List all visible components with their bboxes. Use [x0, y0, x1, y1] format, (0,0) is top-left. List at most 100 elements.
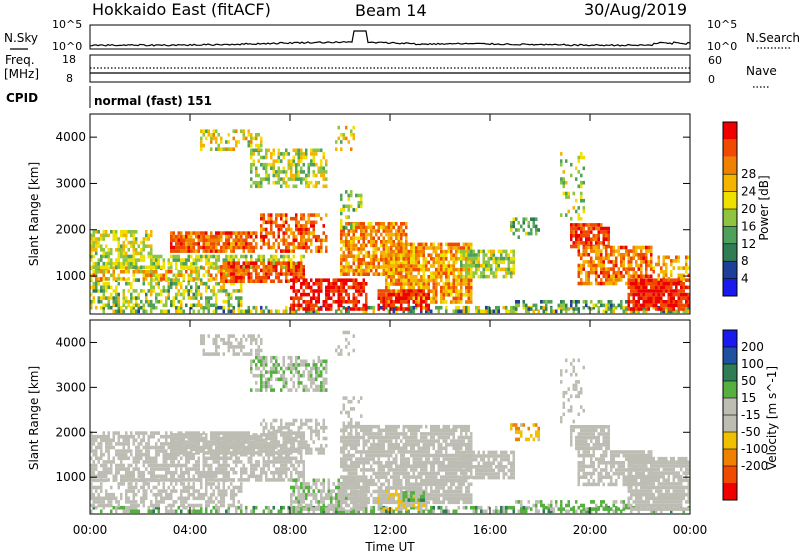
heatmap-cell — [363, 286, 366, 290]
heatmap-cell — [150, 489, 153, 493]
heatmap-cell — [300, 239, 303, 243]
heatmap-cell — [648, 307, 651, 311]
heatmap-cell — [285, 185, 288, 189]
heatmap-cell — [170, 475, 173, 479]
heatmap-cell — [98, 296, 101, 300]
heatmap-cell — [388, 246, 391, 250]
heatmap-cell — [440, 264, 443, 268]
heatmap-cell — [280, 510, 283, 514]
heatmap-cell — [653, 300, 656, 304]
heatmap-cell — [230, 249, 233, 253]
heatmap-cell — [230, 272, 233, 276]
heatmap-cell — [588, 275, 591, 279]
heatmap-cell — [508, 310, 511, 314]
heatmap-cell — [200, 304, 203, 308]
heatmap-cell — [345, 289, 348, 293]
heatmap-cell — [385, 243, 388, 247]
heatmap-cell — [165, 497, 168, 501]
heatmap-cell — [430, 264, 433, 268]
heatmap-cell — [158, 504, 161, 508]
heatmap-cell — [118, 310, 121, 314]
heatmap-cell — [635, 249, 638, 253]
heatmap-cell — [125, 237, 128, 241]
heatmap-cell — [153, 304, 156, 308]
heatmap-cell — [175, 242, 178, 246]
heatmap-cell — [373, 244, 376, 248]
heatmap-cell — [303, 170, 306, 174]
heatmap-cell — [223, 306, 226, 310]
heatmap-cell — [153, 289, 156, 293]
heatmap-cell — [593, 264, 596, 268]
heatmap-cell — [343, 278, 346, 282]
heatmap-cell — [193, 475, 196, 479]
heatmap-cell — [215, 442, 218, 446]
heatmap-cell — [218, 460, 221, 464]
heatmap-cell — [333, 300, 336, 304]
heatmap-cell — [630, 260, 633, 264]
heatmap-cell — [185, 249, 188, 253]
heatmap-cell — [308, 163, 311, 167]
heatmap-cell — [150, 478, 153, 482]
heatmap-cell — [188, 475, 191, 479]
heatmap-cell — [123, 244, 126, 248]
heatmap-cell — [510, 306, 513, 310]
heatmap-cell — [340, 286, 343, 290]
heatmap-cell — [455, 310, 458, 314]
heatmap-cell — [663, 293, 666, 297]
heatmap-cell — [285, 231, 288, 235]
heatmap-cell — [448, 268, 451, 272]
heatmap-cell — [288, 246, 291, 250]
heatmap-cell — [228, 255, 231, 259]
heatmap-cell — [195, 304, 198, 308]
heatmap-cell — [150, 289, 153, 293]
heatmap-cell — [115, 248, 118, 252]
heatmap-cell — [153, 475, 156, 479]
heatmap-cell — [293, 282, 296, 286]
heatmap-cell — [453, 510, 456, 514]
heatmap-cell — [103, 266, 106, 270]
heatmap-cell — [395, 261, 398, 265]
heatmap-cell — [343, 265, 346, 269]
heatmap-cell — [458, 293, 461, 297]
heatmap-cell — [208, 478, 211, 482]
heatmap-cell — [463, 279, 466, 283]
heatmap-cell — [350, 265, 353, 269]
heatmap-cell — [128, 500, 131, 504]
heatmap-cell — [410, 261, 413, 265]
heatmap-cell — [388, 253, 391, 257]
heatmap-cell — [373, 262, 376, 266]
heatmap-cell — [388, 233, 391, 237]
heatmap-cell — [305, 152, 308, 156]
heatmap-cell — [210, 304, 213, 308]
heatmap-cell — [260, 137, 263, 141]
heatmap-cell — [653, 293, 656, 297]
heatmap-cell — [215, 140, 218, 144]
heatmap-cell — [670, 270, 673, 274]
heatmap-cell — [440, 506, 443, 510]
heatmap-cell — [373, 226, 376, 230]
heatmap-cell — [325, 293, 328, 297]
heatmap-cell — [298, 174, 301, 178]
heatmap-cell — [405, 246, 408, 250]
heatmap-cell — [353, 293, 356, 297]
heatmap-cell — [188, 239, 191, 243]
heatmap-cell — [628, 253, 631, 257]
heatmap-cell — [98, 237, 101, 241]
heatmap-cell — [278, 310, 281, 314]
heatmap-cell — [635, 275, 638, 279]
heatmap-cell — [313, 185, 316, 189]
heatmap-cell — [255, 170, 258, 174]
heatmap-cell — [283, 231, 286, 235]
heatmap-cell — [515, 228, 518, 232]
heatmap-cell — [575, 177, 578, 181]
heatmap-cell — [228, 486, 231, 490]
heatmap-cell — [188, 266, 191, 270]
heatmap-cell — [318, 296, 321, 300]
heatmap-cell — [250, 310, 253, 314]
heatmap-cell — [438, 243, 441, 247]
heatmap-cell — [98, 486, 101, 490]
heatmap-cell — [308, 246, 311, 250]
heatmap-cell — [103, 467, 106, 471]
heatmap-cell — [580, 241, 583, 245]
heatmap-cell — [175, 310, 178, 314]
